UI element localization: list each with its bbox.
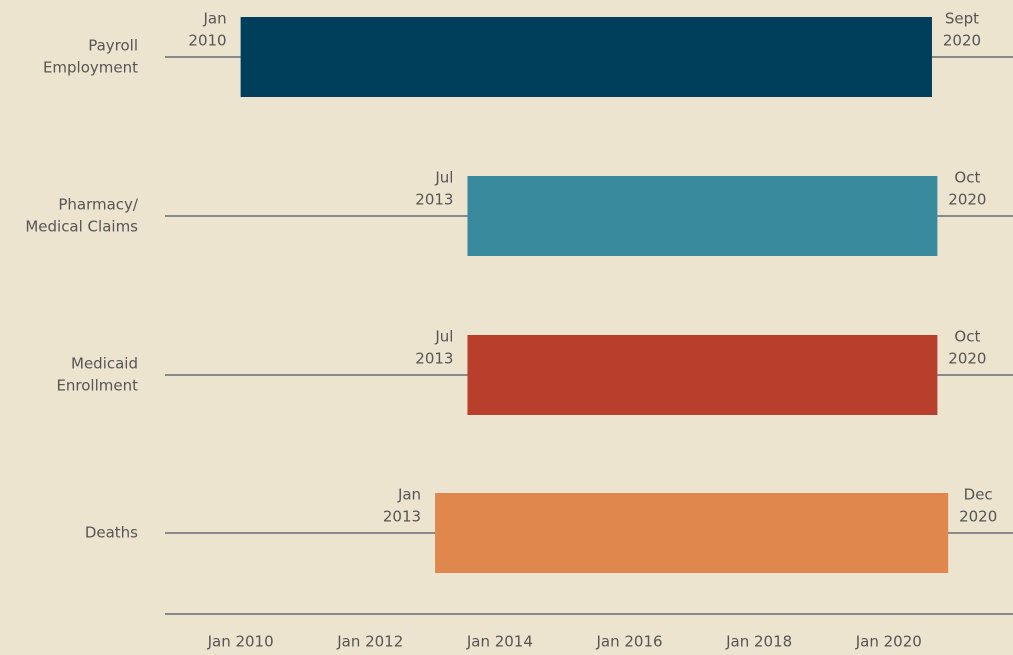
category-label: Pharmacy/ [58,196,139,214]
x-tick-label: Jan 2016 [595,633,662,651]
start-label: Jan [202,10,226,28]
category-label: Employment [43,59,138,77]
end-label: Oct [954,328,980,346]
x-tick-label: Jan 2020 [855,633,922,651]
start-label: 2010 [188,32,226,50]
end-label: 2020 [948,350,986,368]
x-tick-label: Jan 2018 [725,633,792,651]
end-label: Oct [954,169,980,187]
start-label: Jul [434,169,453,187]
end-label: Dec [964,486,993,504]
start-label: 2013 [415,191,453,209]
start-label: 2013 [415,350,453,368]
end-label: 2020 [948,191,986,209]
start-label: 2013 [383,508,421,526]
end-label: Sept [945,10,979,28]
bar [467,335,938,415]
bar [467,176,938,256]
x-tick-label: Jan 2014 [466,633,533,651]
bar [435,493,949,573]
x-tick-label: Jan 2010 [207,633,274,651]
start-label: Jan [397,486,421,504]
category-label: Enrollment [56,377,138,395]
category-label: Deaths [85,524,138,542]
end-label: 2020 [959,508,997,526]
start-label: Jul [434,328,453,346]
category-label: Payroll [88,37,138,55]
end-label: 2020 [943,32,981,50]
x-tick-label: Jan 2012 [336,633,403,651]
bar [240,17,932,97]
category-label: Medical Claims [25,218,138,236]
category-label: Medicaid [71,355,138,373]
